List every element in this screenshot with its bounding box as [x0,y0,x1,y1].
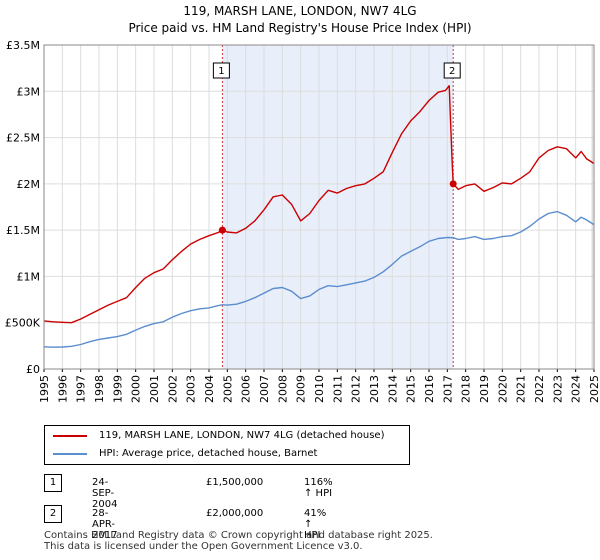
sale-price: £1,500,000 [206,477,264,488]
x-tick-label: 2002 [166,375,179,403]
x-tick-label: 1998 [93,375,106,403]
sale-marker-label: 2 [449,66,455,77]
x-tick-label: 2019 [478,375,491,403]
x-tick-label: 2013 [368,375,381,403]
property-price-line [43,85,595,324]
sale-point [449,180,457,188]
price-chart: 119, MARSH LANE, LONDON, NW7 4LG Price p… [5,4,600,403]
chart-title: 119, MARSH LANE, LONDON, NW7 4LG [183,4,416,18]
sale-hpi-change: 116% ↑ HPI [304,477,333,499]
y-tick-label: £3M [17,85,41,98]
legend-swatch-property [53,435,87,437]
sale-date: 24-SEP-2004 [92,477,118,510]
footer-line-1: Contains HM Land Registry data © Crown c… [44,530,433,541]
legend-label-property: 119, MARSH LANE, LONDON, NW7 4LG (detach… [99,430,385,441]
x-tick-label: 2012 [350,375,363,403]
hpi-line [43,210,595,348]
y-tick-label: £2M [17,178,41,191]
sale-marker-badge: 2 [44,505,62,523]
legend: 119, MARSH LANE, LONDON, NW7 4LG (detach… [44,425,410,465]
plot-frame [43,44,595,370]
x-tick-label: 2007 [258,375,271,403]
x-tick-label: 2003 [185,375,198,403]
chart-subtitle: Price paid vs. HM Land Registry's House … [128,21,471,35]
sale-hpi-change: 41% ↑ HPI [304,508,327,541]
x-tick-label: 2008 [276,375,289,403]
y-tick-label: £3.5M [6,39,40,52]
x-tick-label: 2006 [240,375,253,403]
y-tick-label: £500K [5,317,41,330]
x-tick-label: 1999 [111,375,124,403]
x-tick-label: 2025 [588,375,600,403]
x-tick-label: 1995 [38,375,51,403]
y-tick-label: £1M [17,270,41,283]
x-tick-label: 2009 [295,375,308,403]
sale-marker-label: 1 [218,66,224,77]
sale-price: £2,000,000 [206,508,264,519]
sale-marker-box [212,62,230,79]
footer-line-2: This data is licensed under the Open Gov… [44,541,363,552]
x-tick-label: 2016 [423,375,436,403]
y-tick-label: £1.5M [6,224,40,237]
x-tick-label: 2014 [386,375,399,403]
x-tick-label: 1997 [75,375,88,403]
x-tick-label: 2021 [515,375,528,403]
legend-label-hpi: HPI: Average price, detached house, Barn… [99,448,318,459]
x-tick-label: 2015 [405,375,418,403]
x-tick-label: 2005 [221,375,234,403]
x-tick-label: 2001 [148,375,161,403]
x-tick-label: 1996 [56,375,69,403]
sale-marker-box [443,62,461,79]
x-tick-label: 2000 [130,375,143,403]
x-tick-label: 2011 [331,375,344,403]
x-tick-label: 2004 [203,375,216,403]
footer-attribution: Contains HM Land Registry data © Crown c… [44,530,433,552]
sale-date: 28-APR-2017 [92,508,118,541]
legend-swatch-hpi [53,453,87,455]
x-tick-label: 2022 [533,375,546,403]
sale-point [218,226,226,234]
sale-marker-badge: 1 [44,474,62,492]
y-tick-label: £2.5M [6,132,40,145]
x-tick-label: 2024 [570,375,583,403]
x-tick-label: 2018 [460,375,473,403]
x-tick-label: 2017 [441,375,454,403]
x-tick-label: 2010 [313,375,326,403]
x-tick-label: 2023 [551,375,564,403]
y-tick-label: £0 [26,363,40,376]
x-tick-label: 2020 [496,375,509,403]
